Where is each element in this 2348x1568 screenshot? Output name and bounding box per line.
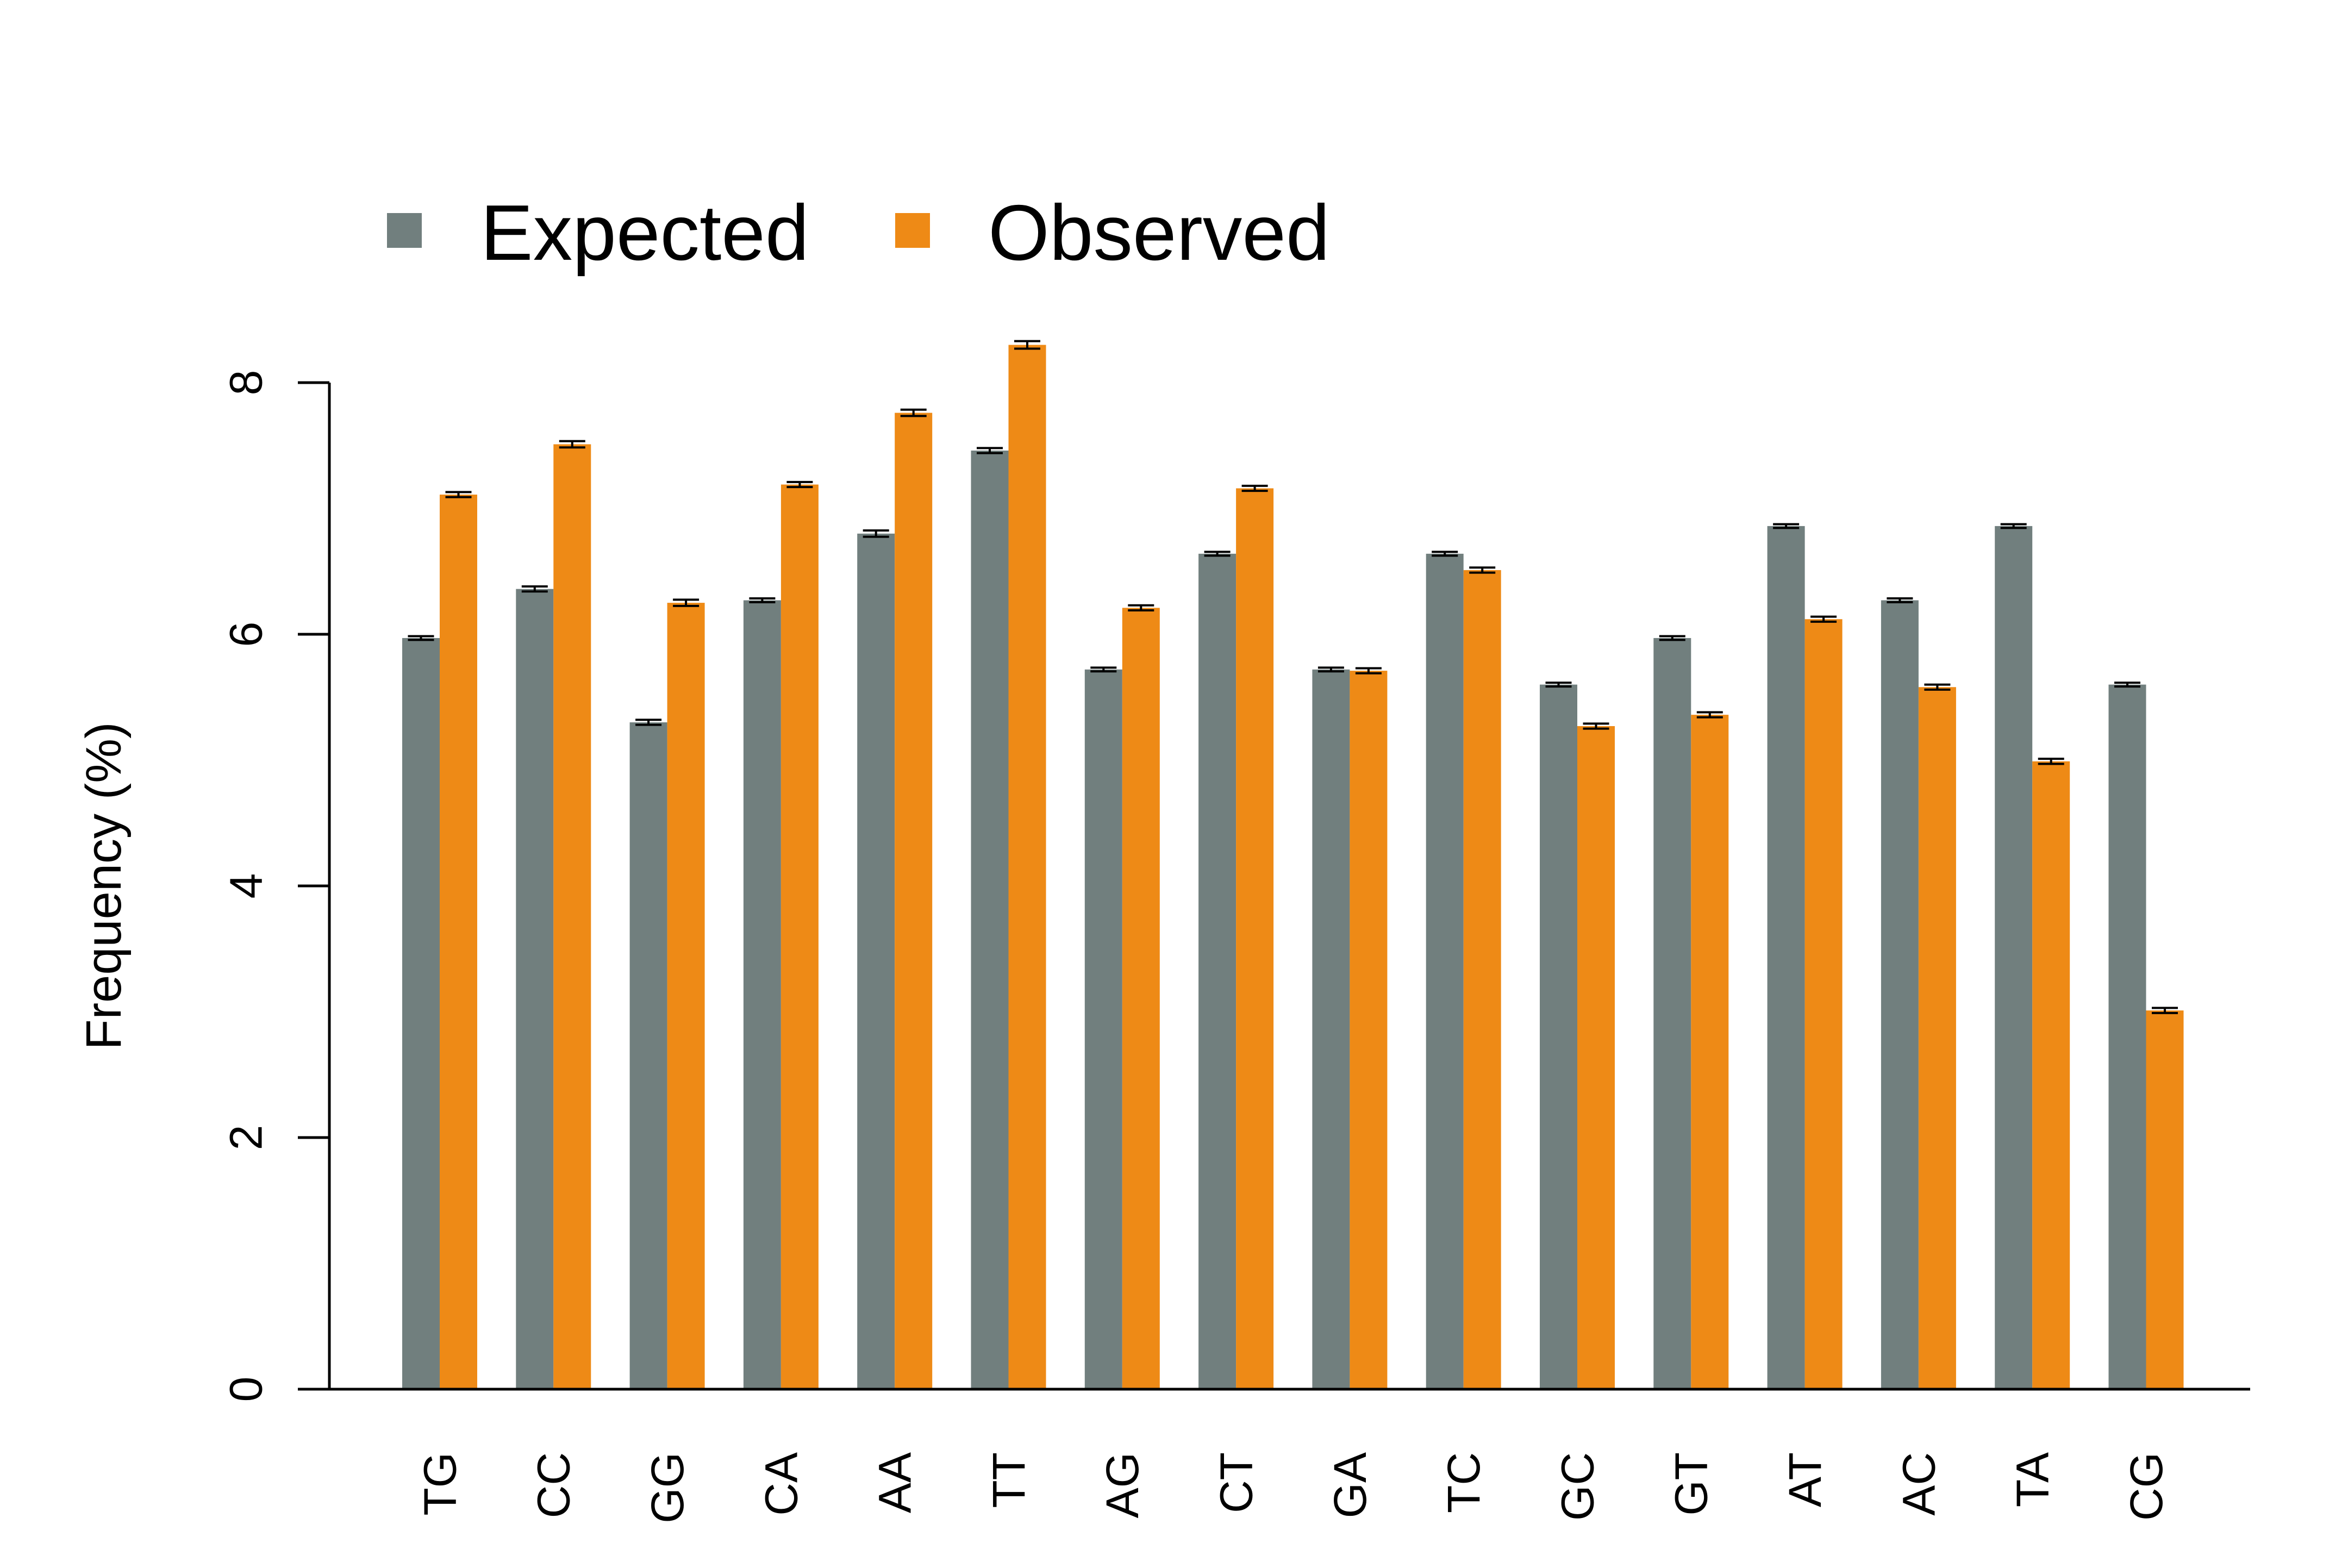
bar-expected-tt bbox=[971, 451, 1009, 1389]
bars bbox=[402, 345, 2184, 1390]
error-bars bbox=[408, 340, 2178, 1014]
bar-observed-aa bbox=[895, 413, 933, 1389]
bar-observed-tc bbox=[1463, 570, 1501, 1389]
bar-observed-gg bbox=[667, 603, 705, 1389]
bar-observed-ca bbox=[780, 484, 819, 1389]
bar-observed-gc bbox=[1577, 726, 1615, 1389]
bar-observed-cg bbox=[2146, 1010, 2184, 1389]
x-tick-label-tg: TG bbox=[414, 1452, 465, 1516]
x-tick-label-aa: AA bbox=[870, 1452, 921, 1513]
y-tick-label: 8 bbox=[220, 370, 271, 396]
bar-expected-cg bbox=[2108, 684, 2146, 1389]
legend-label-observed: Observed bbox=[988, 189, 1330, 277]
x-tick-label-cc: CC bbox=[528, 1452, 579, 1518]
bar-observed-ga bbox=[1350, 671, 1388, 1389]
bar-expected-ga bbox=[1312, 669, 1350, 1389]
bar-observed-tg bbox=[440, 495, 477, 1390]
bar-expected-tg bbox=[402, 638, 440, 1389]
bar-observed-ta bbox=[2032, 761, 2070, 1389]
x-tick-label-ta: TA bbox=[2007, 1452, 2058, 1507]
legend-swatch-observed bbox=[895, 213, 930, 248]
legend-swatch-expected bbox=[387, 213, 422, 248]
x-tick-label-gg: GG bbox=[642, 1452, 693, 1523]
x-tick-label-ag: AG bbox=[1097, 1452, 1148, 1518]
bar-expected-tc bbox=[1426, 553, 1464, 1389]
bar-observed-cc bbox=[553, 444, 591, 1389]
x-tick-label-ga: GA bbox=[1325, 1452, 1376, 1518]
bar-observed-ac bbox=[1918, 687, 1956, 1389]
legend: Expected Observed bbox=[387, 189, 1330, 277]
x-tick-label-gc: GC bbox=[1552, 1452, 1603, 1521]
y-tick-label: 0 bbox=[220, 1377, 271, 1402]
y-axis-title: Frequency (%) bbox=[76, 722, 132, 1050]
bar-expected-ca bbox=[743, 600, 781, 1389]
x-axis-labels: TG CC GG CA AA TT AG CT GA TC GC GT AT AC TA CG bbox=[414, 1452, 2172, 1523]
x-tick-label-ct: CT bbox=[1211, 1452, 1262, 1513]
bar-expected-gt bbox=[1653, 638, 1691, 1389]
y-tick-label: 6 bbox=[220, 622, 271, 647]
x-tick-label-ac: AC bbox=[1893, 1452, 1944, 1516]
legend-label-expected: Expected bbox=[480, 189, 809, 277]
x-tick-label-ca: CA bbox=[755, 1452, 807, 1516]
bar-observed-at bbox=[1804, 619, 1843, 1389]
bar-expected-gg bbox=[629, 722, 667, 1389]
y-axis: 0 2 4 6 8 bbox=[220, 370, 331, 1402]
bar-observed-gt bbox=[1691, 715, 1729, 1389]
bar-expected-ta bbox=[1995, 526, 2033, 1390]
bar-expected-at bbox=[1767, 526, 1805, 1390]
bar-expected-ac bbox=[1881, 600, 1919, 1389]
bar-observed-ag bbox=[1122, 608, 1160, 1389]
bar-expected-ct bbox=[1198, 553, 1237, 1389]
x-tick-label-gt: GT bbox=[1666, 1452, 1717, 1516]
x-tick-label-at: AT bbox=[1779, 1452, 1831, 1507]
y-tick-label: 4 bbox=[220, 873, 271, 899]
bar-expected-cc bbox=[516, 589, 554, 1389]
x-tick-label-tc: TC bbox=[1438, 1452, 1489, 1513]
y-tick-label: 2 bbox=[220, 1125, 271, 1151]
bar-observed-tt bbox=[1008, 345, 1046, 1389]
bar-observed-ct bbox=[1236, 488, 1274, 1390]
bar-expected-gc bbox=[1540, 684, 1577, 1389]
bar-expected-aa bbox=[857, 533, 895, 1389]
bar-expected-ag bbox=[1084, 669, 1122, 1389]
x-tick-label-tt: TT bbox=[983, 1452, 1034, 1508]
x-tick-label-cg: CG bbox=[2121, 1452, 2172, 1521]
